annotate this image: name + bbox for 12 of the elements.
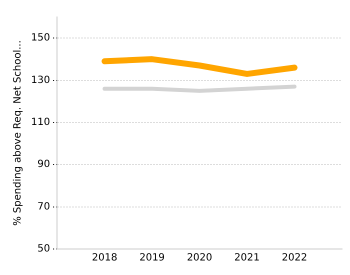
y-tick-label: 130	[30, 74, 50, 86]
x-tick-label: 2018	[92, 252, 118, 264]
y-tick-label: 150	[30, 32, 50, 44]
y-axis-title: % Spending above Req. Net School...	[12, 40, 24, 226]
x-tick-label: 2021	[234, 252, 260, 264]
y-tick-label: 50	[37, 244, 50, 255]
x-tick-label: 2019	[139, 252, 165, 264]
y-tick-label: 110	[30, 117, 50, 128]
x-tick-label: 2022	[282, 252, 308, 264]
y-tick-label: 70	[37, 201, 50, 212]
y-tick-label: 90	[37, 159, 50, 170]
x-tick-label: 2020	[186, 252, 212, 264]
